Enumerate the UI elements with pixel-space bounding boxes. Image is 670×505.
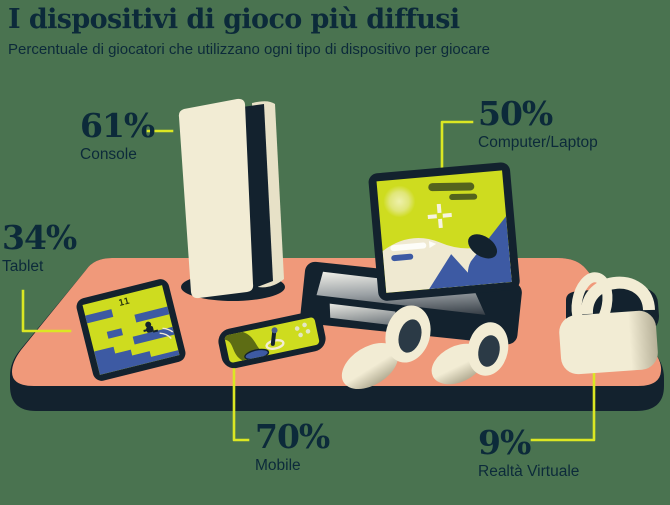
stat-value-mobile: 70% <box>255 417 330 456</box>
laptop-trackpad <box>329 303 398 326</box>
stat-label-computer: Computer/Laptop <box>478 134 598 151</box>
callout-tablet: 34% Tablet <box>2 218 77 275</box>
callout-computer: 50% Computer/Laptop <box>478 97 598 151</box>
tablet-game-character <box>143 321 159 333</box>
stat-value-tablet: 34% <box>2 218 77 257</box>
vr-controller-right <box>431 322 509 385</box>
console-front-fin <box>178 98 254 299</box>
connector-computer <box>440 120 474 172</box>
stat-label-vr: Realtà Virtuale <box>478 463 580 480</box>
stat-value-console: 61% <box>80 106 155 145</box>
tablet-illustration: 11 <box>76 279 186 381</box>
stat-value-vr: 9% <box>478 423 531 462</box>
laptop-game-scene <box>382 182 512 293</box>
connector-tablet <box>21 289 72 333</box>
connector-mobile <box>232 366 250 442</box>
phone-game-buttons <box>294 322 311 338</box>
vr-headset-body <box>559 310 658 375</box>
callout-console: 61% Console <box>80 106 155 163</box>
callout-vr: 9% Realtà Virtuale <box>478 426 579 480</box>
callout-mobile: 70% Mobile <box>255 417 330 474</box>
console-illustration <box>178 98 285 301</box>
laptop-illustration <box>300 162 522 345</box>
vr-controller-left <box>341 305 431 390</box>
laptop-screen <box>368 162 520 301</box>
stat-value-computer: 50% <box>478 94 553 133</box>
connector-vr <box>530 368 596 442</box>
stat-label-mobile: Mobile <box>255 457 301 474</box>
tablet-game-score: 11 <box>118 297 131 309</box>
vr-headset-handle <box>581 276 655 315</box>
smartphone-illustration <box>218 311 326 369</box>
stat-label-tablet: Tablet <box>2 258 44 275</box>
vr-headset-illustration <box>559 272 659 375</box>
page-subtitle: Percentuale di giocatori che utilizzano … <box>8 41 490 58</box>
stat-label-console: Console <box>80 146 137 163</box>
header: I dispositivi di gioco più diffusi Perce… <box>8 4 648 58</box>
page-title: I dispositivi di gioco più diffusi <box>8 4 460 35</box>
crosshair-icon <box>427 203 452 229</box>
tablet-game-scene: 11 <box>85 297 180 375</box>
